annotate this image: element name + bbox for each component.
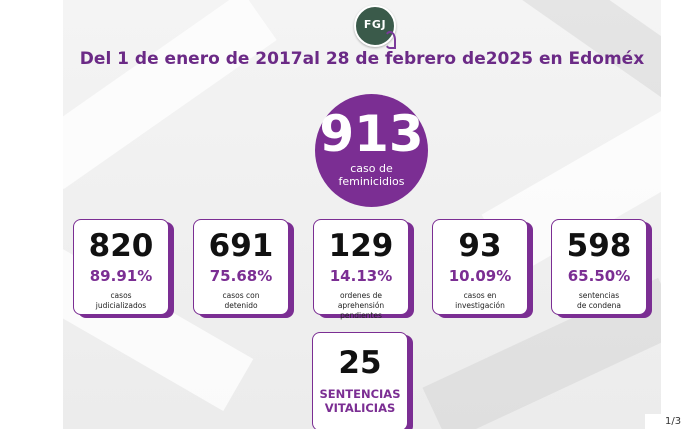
stat-card-investigacion: 93 10.09% casos en investigación	[432, 219, 528, 315]
background-facet	[63, 0, 277, 190]
stat-number: 598	[566, 228, 632, 264]
stat-percent: 89.91%	[89, 267, 153, 285]
stat-number: 129	[328, 228, 394, 264]
awareness-ribbon-icon	[384, 31, 396, 49]
headline: Del 1 de enero de 2017al 28 de febrero d…	[79, 49, 645, 69]
stat-card-aprehension: 129 14.13% ordenes de aprehensión pendie…	[313, 219, 409, 320]
stat-card-judicializados: 820 89.91% casos judicializados	[73, 219, 169, 315]
stat-percent: 10.09%	[448, 267, 512, 285]
stat-number: 93	[458, 228, 502, 264]
stat-label-line: aprehensión pendientes	[337, 301, 385, 320]
fgj-logo: FGJ	[354, 5, 396, 49]
logo-text: FGJ	[363, 18, 387, 31]
stat-label-line: sentencias	[578, 291, 620, 300]
total-cases-circle: 913 caso de feminicidios	[315, 94, 428, 207]
stat-label: casos con detenido	[198, 291, 284, 311]
stat-label: SENTENCIAS VITALICIAS	[315, 387, 405, 415]
total-label-line: caso de	[350, 162, 393, 175]
stat-label-line: detenido	[224, 301, 258, 310]
stat-number: 820	[88, 228, 154, 264]
stat-label: ordenes de aprehensión pendientes	[318, 291, 404, 321]
stat-label: casos en investigación	[437, 291, 523, 311]
stat-card-condena: 598 65.50% sentencias de condena	[551, 219, 647, 315]
stat-label-line: casos	[110, 291, 132, 300]
total-label: caso de feminicidios	[315, 162, 428, 188]
stat-percent: 65.50%	[567, 267, 631, 285]
stat-percent: 75.68%	[209, 267, 273, 285]
total-number: 913	[319, 105, 424, 163]
stat-label-line: casos en	[463, 291, 497, 300]
stat-label-line: casos con	[222, 291, 260, 300]
stat-label: casos judicializados	[78, 291, 164, 311]
right-margin	[661, 0, 700, 429]
stat-label-line: de condena	[577, 301, 621, 310]
infographic-poster: FGJ Del 1 de enero de 2017al 28 de febre…	[63, 0, 661, 429]
stat-label-line: investigación	[455, 301, 505, 310]
stat-percent: 14.13%	[329, 267, 393, 285]
page-indicator: 1/3	[645, 414, 700, 429]
stat-label-line: ordenes de	[340, 291, 382, 300]
stat-label: sentencias de condena	[556, 291, 642, 311]
stat-card-vitalicias: 25 SENTENCIAS VITALICIAS	[312, 332, 408, 429]
stat-label-line: VITALICIAS	[324, 401, 396, 415]
total-label-line: feminicidios	[338, 175, 405, 188]
stat-label-line: SENTENCIAS	[319, 387, 401, 401]
stat-number: 691	[208, 228, 274, 264]
stat-card-detenido: 691 75.68% casos con detenido	[193, 219, 289, 315]
stat-label-line: judicializados	[95, 301, 147, 310]
left-margin	[0, 0, 63, 429]
stat-number: 25	[338, 345, 382, 381]
